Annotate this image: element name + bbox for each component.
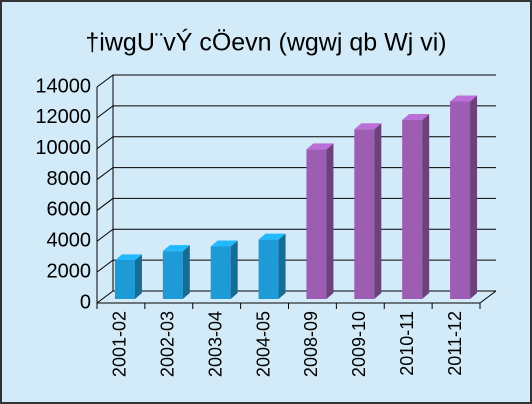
bar-face xyxy=(210,240,238,247)
bar-face xyxy=(182,245,190,299)
bar-face xyxy=(422,114,430,300)
x-tick-label: 2004-05 xyxy=(253,311,273,377)
bar-face xyxy=(402,120,423,300)
bar-face xyxy=(374,123,382,300)
bar-face xyxy=(258,233,286,240)
bar-face xyxy=(162,251,183,299)
bar-face xyxy=(114,260,135,299)
bar xyxy=(114,254,142,299)
floor-edge xyxy=(479,290,497,304)
bar-face xyxy=(134,254,142,299)
bar-face xyxy=(210,246,231,299)
bar-face xyxy=(230,240,238,299)
bar xyxy=(402,114,430,300)
grid-line xyxy=(96,74,496,88)
y-tick-label: 8000 xyxy=(47,168,92,190)
bar-face xyxy=(278,233,286,299)
bar xyxy=(258,233,286,299)
y-tick-label: 14000 xyxy=(35,75,91,97)
bar-face xyxy=(114,254,142,261)
x-tick-label: 2009-10 xyxy=(349,311,369,377)
bar-face xyxy=(354,123,382,130)
x-tick-label: 2011-12 xyxy=(445,311,465,376)
bar-face xyxy=(258,239,279,299)
grid-line xyxy=(96,105,496,119)
bar xyxy=(354,123,382,300)
bar-face xyxy=(306,149,327,299)
bar-face xyxy=(450,95,478,102)
bar xyxy=(306,143,334,299)
y-tick-label: 4000 xyxy=(47,230,92,252)
x-tick-label: 2003-04 xyxy=(205,311,225,377)
y-tick-label: 12000 xyxy=(35,106,91,128)
x-tick-label: 2010-11 xyxy=(397,311,417,376)
bar xyxy=(162,245,190,299)
y-tick-label: 6000 xyxy=(47,199,92,221)
bar-face xyxy=(306,143,334,150)
y-tick-label: 0 xyxy=(80,291,91,313)
bar-face xyxy=(162,245,190,252)
bar-face xyxy=(450,101,471,299)
bar-face xyxy=(354,129,375,299)
chart-title: †iwgU¨vÝ cÖevn (wgwj qb Wj vi) xyxy=(85,28,446,57)
bar xyxy=(210,240,238,299)
bar-face xyxy=(470,95,478,299)
bar-face xyxy=(326,143,334,299)
bar-face xyxy=(402,114,430,121)
x-tick-label: 2002-03 xyxy=(158,311,178,377)
y-tick-label: 10000 xyxy=(35,137,91,159)
y-tick-label: 2000 xyxy=(47,260,92,282)
x-tick-label: 2008-09 xyxy=(301,311,321,377)
bar xyxy=(450,95,478,299)
x-tick-label: 2001-02 xyxy=(110,311,130,377)
